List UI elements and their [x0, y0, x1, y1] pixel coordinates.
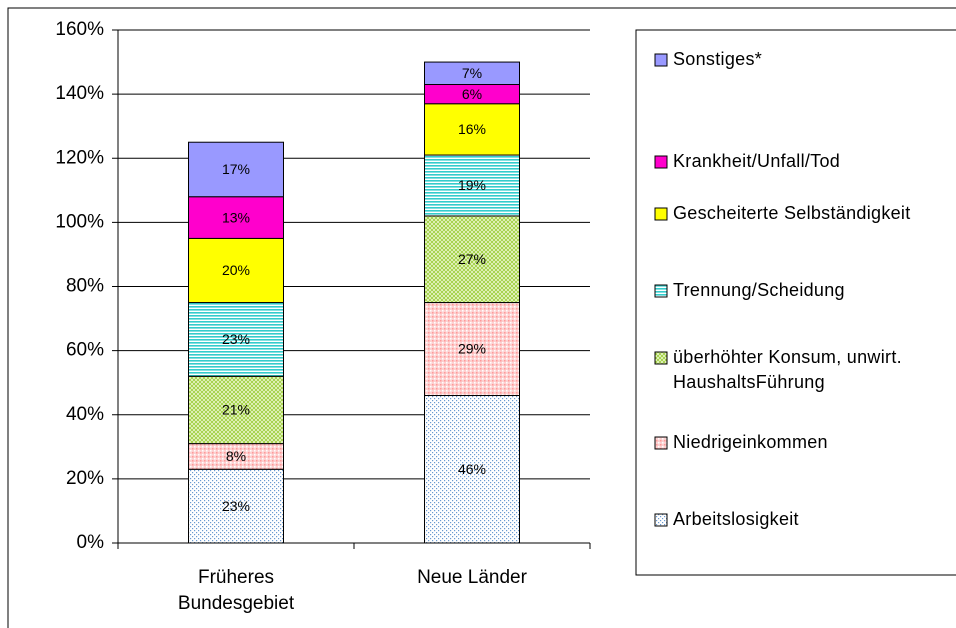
y-tick-label: 60%	[66, 340, 104, 361]
bar-segment	[424, 103, 520, 156]
data-label: 6%	[462, 86, 482, 102]
legend-label: Trennung/Scheidung	[673, 280, 845, 300]
bar-segment	[424, 395, 520, 544]
y-tick-label: 100%	[55, 211, 104, 232]
legend-marker	[654, 284, 668, 298]
y-tick-label: 0%	[77, 532, 105, 553]
legend-marker	[654, 351, 668, 365]
data-label: 46%	[458, 461, 486, 477]
data-label: 20%	[222, 262, 250, 278]
y-tick-label: 140%	[55, 83, 104, 104]
data-label: 23%	[222, 498, 250, 514]
legend-box	[635, 29, 956, 576]
bar-segment	[188, 141, 284, 198]
legend-label: Krankheit/Unfall/Tod	[673, 151, 841, 171]
bar-segment	[424, 61, 520, 86]
y-tick-label: 80%	[66, 276, 104, 297]
data-label: 19%	[458, 177, 486, 193]
bar-segment	[424, 215, 520, 304]
bar-segment	[188, 196, 284, 239]
y-tick-label: 160%	[55, 19, 104, 40]
legend-marker	[654, 513, 668, 527]
x-tick-label: Früheres Bundesgebiet	[177, 567, 295, 614]
legend-label: Arbeitslosigkeit	[673, 509, 799, 529]
legend-marker	[654, 53, 668, 67]
data-label: 17%	[222, 161, 250, 177]
legend-label: Niedrigeinkommen	[673, 432, 828, 452]
bar-segment	[424, 154, 520, 217]
data-label: 16%	[458, 121, 486, 137]
bar-segment	[188, 468, 284, 544]
y-tick-label: 40%	[66, 404, 104, 425]
legend-marker	[654, 436, 668, 450]
legend-label: Gescheiterte Selbständigkeit	[673, 203, 911, 223]
data-label: 27%	[458, 251, 486, 267]
x-tick-label: Neue Länder	[417, 567, 527, 588]
frame	[7, 7, 956, 628]
data-label: 13%	[222, 209, 250, 225]
data-label: 21%	[222, 402, 250, 418]
data-label: 7%	[462, 65, 482, 81]
legend-marker	[654, 155, 668, 169]
legend-marker	[654, 207, 668, 221]
data-label: 29%	[458, 341, 486, 357]
data-label: 8%	[226, 448, 246, 464]
bar-segment	[188, 375, 284, 445]
legend-label: Sonstiges*	[673, 49, 763, 69]
data-label: 23%	[222, 331, 250, 347]
bar-segment	[188, 237, 284, 304]
legend-label: überhöhter Konsum, unwirt. HaushaltsFühr…	[673, 347, 902, 392]
y-tick-label: 20%	[66, 468, 104, 489]
bar-segment	[188, 443, 284, 470]
bar-segment	[424, 302, 520, 397]
y-tick-label: 120%	[55, 147, 104, 168]
